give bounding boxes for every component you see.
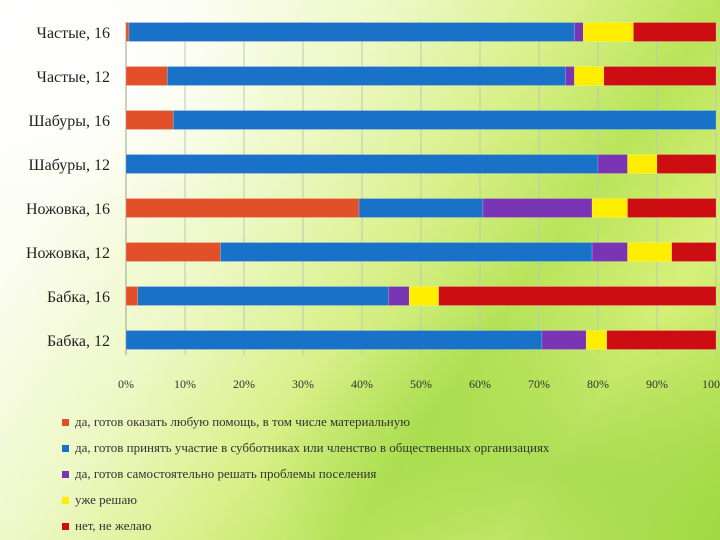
bar-segment	[220, 242, 593, 262]
x-tick-labels: 0% 10% 20% 30% 40% 50% 60% 70% 80% 90% 100%	[118, 377, 720, 391]
legend-item: да, готов оказать любую помощь, в том чи…	[62, 409, 712, 435]
x-tick-label: 10%	[174, 377, 196, 391]
legend: да, готов оказать любую помощь, в том чи…	[62, 409, 712, 539]
x-tick-label: 90%	[646, 377, 668, 391]
bar-segment	[574, 22, 584, 42]
legend-label: нет, не желаю	[75, 518, 152, 533]
bar-segment	[358, 198, 484, 218]
bar-segment	[565, 66, 575, 86]
category-label: Бабка, 12	[47, 333, 110, 350]
bar-segment	[574, 66, 605, 86]
bar-segment	[591, 198, 628, 218]
legend-swatch	[62, 418, 69, 426]
x-tick-label: 30%	[292, 377, 314, 391]
x-tick-label: 20%	[233, 377, 255, 391]
bar-segment	[591, 242, 628, 262]
bar-segment	[633, 22, 717, 42]
bar-segment	[603, 66, 717, 86]
legend-swatch	[62, 522, 69, 530]
x-tick-label: 80%	[587, 377, 609, 391]
x-tick-label: 60%	[469, 377, 491, 391]
legend-item: да, готов самостоятельно решать проблемы…	[62, 461, 712, 487]
legend-item: да, готов принять участие в субботниках …	[62, 435, 712, 461]
bar-segment	[125, 66, 168, 86]
bar-segment	[671, 242, 717, 262]
bar-segment	[408, 286, 439, 306]
bar-segment	[482, 198, 593, 218]
bar-segment	[125, 286, 139, 306]
bar-segment	[627, 198, 717, 218]
bar-segment	[541, 330, 587, 350]
bar-segment	[388, 286, 410, 306]
category-label: Бабка, 16	[47, 289, 110, 306]
bar-segment	[128, 22, 575, 42]
bars	[125, 22, 717, 350]
legend-label: да, готов самостоятельно решать проблемы…	[75, 466, 377, 481]
category-label: Шабуры, 12	[28, 157, 110, 174]
bar-segment	[137, 286, 389, 306]
bar-segment	[583, 22, 634, 42]
bar-segment	[627, 154, 658, 174]
x-tick-label: 0%	[118, 377, 134, 391]
category-label: Ножовка, 16	[26, 201, 110, 218]
category-label: Частые, 16	[37, 25, 110, 42]
category-label: Шабуры, 16	[28, 113, 110, 130]
bar-segment	[172, 110, 717, 130]
bar-segment	[125, 110, 174, 130]
x-tick-label: 40%	[351, 377, 373, 391]
legend-item: нет, не желаю	[62, 513, 712, 539]
x-tick-label: 100%	[702, 377, 720, 391]
bar-segment	[125, 242, 221, 262]
bar-segment	[125, 198, 360, 218]
bar-segment	[438, 286, 717, 306]
category-label: Частые, 12	[37, 69, 110, 86]
bar-segment	[585, 330, 608, 350]
bar-segment	[627, 242, 672, 262]
bar-segment	[167, 66, 566, 86]
category-labels: Частые, 16 Частые, 12 Шабуры, 16 Шабуры, 12…	[26, 25, 110, 350]
bar-segment	[606, 330, 717, 350]
legend-label: да, готов оказать любую помощь, в том чи…	[75, 414, 410, 429]
legend-label: уже решаю	[75, 492, 137, 507]
category-label: Ножовка, 12	[26, 245, 110, 262]
legend-swatch	[62, 444, 69, 452]
x-tick-label: 50%	[410, 377, 432, 391]
bar-segment	[125, 154, 599, 174]
bar-segment	[125, 22, 130, 42]
bar-segment	[597, 154, 628, 174]
bar-segment	[125, 330, 543, 350]
bar-segment	[656, 154, 717, 174]
x-tick-label: 70%	[528, 377, 550, 391]
legend-item: уже решаю	[62, 487, 712, 513]
legend-swatch	[62, 470, 69, 478]
legend-swatch	[62, 496, 69, 504]
legend-label: да, готов принять участие в субботниках …	[75, 440, 550, 455]
